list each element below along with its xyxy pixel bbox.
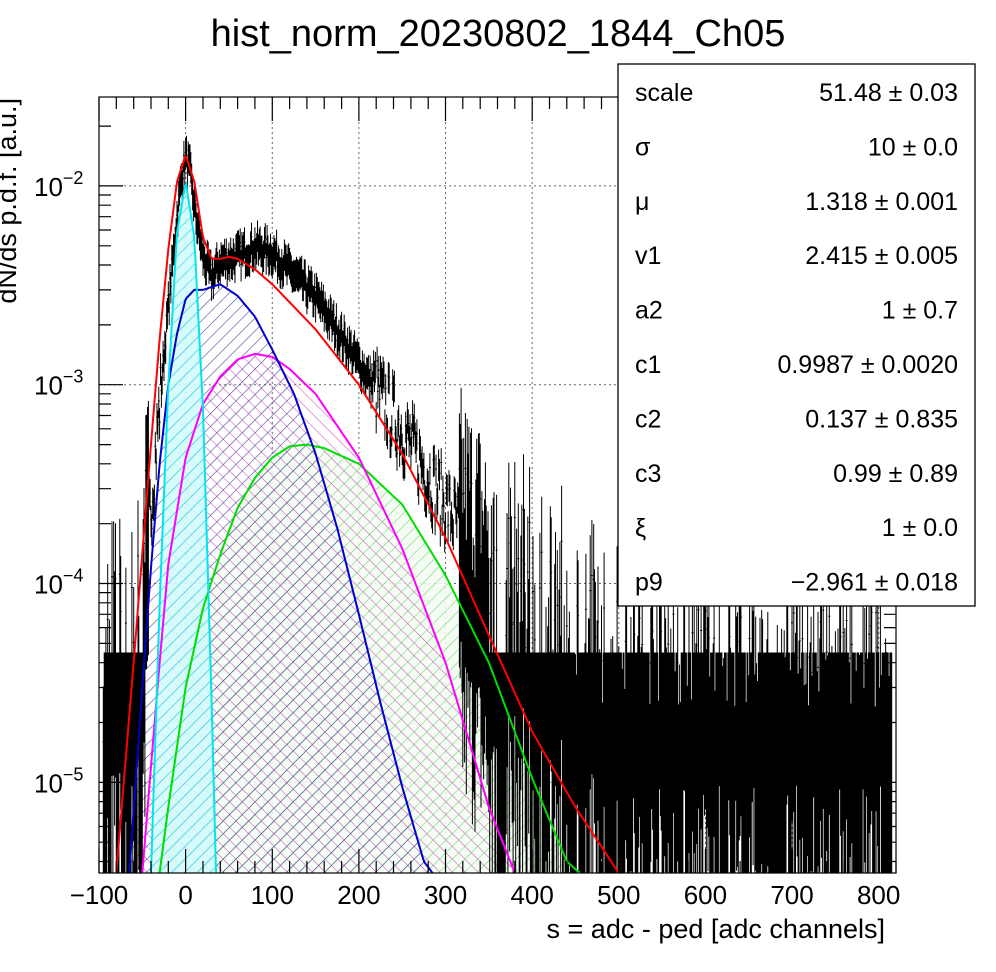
x-tick-label: 600: [684, 880, 727, 910]
fit-param-name: c2: [635, 405, 661, 433]
x-tick-label: 800: [857, 880, 900, 910]
x-tick-label: 0: [178, 880, 192, 910]
fit-param-name: a2: [635, 297, 663, 325]
y-tick-exponent: −2: [63, 168, 84, 188]
y-tick-exponent: −4: [63, 566, 84, 586]
y-tick-exponent: −3: [63, 367, 84, 387]
chart-title: hist_norm_20230802_1844_Ch05: [211, 13, 786, 55]
data-histogram: [102, 135, 893, 873]
y-tick-mantissa: 10: [34, 768, 63, 798]
fit-param-value: 10 ± 0.0: [868, 133, 958, 161]
y-tick-labels: 10−510−410−310−2: [34, 168, 83, 798]
fit-param-name: scale: [635, 79, 693, 107]
curve-total: [115, 154, 620, 873]
x-tick-label: 300: [424, 880, 467, 910]
x-tick-label: −100: [70, 880, 129, 910]
curve-peak1: [128, 283, 434, 873]
fit-param-name: p9: [635, 569, 663, 597]
fit-param-value: 0.137 ± 0.835: [805, 405, 958, 433]
fit-param-value: 1.318 ± 0.001: [805, 188, 958, 216]
x-tick-label: 700: [770, 880, 813, 910]
fit-parameter-rows: scale 51.48 ± 0.03 σ 10 ± 0.0 μ 1.318 ± 0.001…: [635, 79, 958, 597]
x-tick-label: 500: [597, 880, 640, 910]
fit-param-name: σ: [635, 133, 651, 161]
y-tick-mantissa: 10: [34, 172, 63, 202]
curve-peak2: [141, 352, 516, 873]
y-axis-title: dN/ds p.d.f. [a.u.]: [0, 98, 22, 304]
fit-param-name: v1: [635, 242, 661, 270]
fit-param-value: 2.415 ± 0.005: [805, 242, 958, 270]
x-tick-labels: −100 0 100 200 300 400 500 600 700 800: [70, 880, 901, 910]
fit-parameter-box-frame: [617, 63, 976, 607]
fit-curves: [115, 154, 620, 873]
y-tick-label: 10−3: [34, 367, 83, 401]
fit-param-name: c1: [635, 351, 661, 379]
curve-peak3: [158, 443, 581, 873]
data-histogram-bins: [102, 135, 893, 873]
fit-param-value: 51.48 ± 0.03: [819, 79, 958, 107]
x-axis-title: s = adc - ped [adc channels]: [547, 914, 885, 944]
fit-param-name: μ: [635, 188, 649, 216]
y-tick-exponent: −5: [63, 764, 84, 784]
fit-param-name: c3: [635, 460, 661, 488]
fit-parameter-box: scale 51.48 ± 0.03 σ 10 ± 0.0 μ 1.318 ± 0.001…: [617, 63, 976, 607]
fit-param-value: 1 ± 0.0: [882, 514, 958, 542]
y-tick-mantissa: 10: [34, 371, 63, 401]
y-tick-mantissa: 10: [34, 570, 63, 600]
fit-param-value: 0.9987 ± 0.0020: [777, 351, 958, 379]
y-tick-label: 10−4: [34, 566, 83, 600]
y-tick-label: 10−2: [34, 168, 83, 202]
curve-pedestal: [150, 181, 217, 873]
fit-param-value: 1 ± 0.7: [882, 297, 958, 325]
y-tick-label: 10−5: [34, 764, 83, 798]
x-tick-label: 200: [337, 880, 380, 910]
x-tick-label: 100: [251, 880, 294, 910]
fit-param-name: ξ: [635, 514, 646, 542]
fit-param-value: 0.99 ± 0.89: [833, 460, 958, 488]
fit-param-value: −2.961 ± 0.018: [791, 569, 958, 597]
x-tick-label: 400: [510, 880, 553, 910]
